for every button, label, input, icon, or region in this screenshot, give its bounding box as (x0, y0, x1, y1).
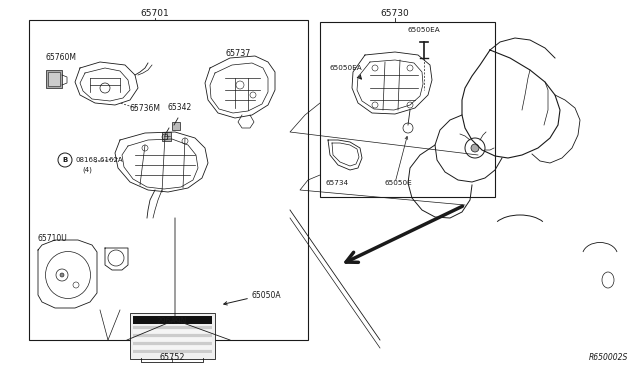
Circle shape (471, 144, 479, 152)
Text: 65050A: 65050A (252, 291, 282, 299)
Circle shape (60, 273, 64, 277)
Bar (48, 72, 60, 86)
Bar (133, 338, 212, 341)
Text: 08168-6162A: 08168-6162A (75, 157, 123, 163)
Text: 65752: 65752 (159, 353, 185, 362)
Bar (130, 313, 215, 359)
Text: 65730: 65730 (381, 9, 410, 17)
Bar (133, 330, 212, 333)
Bar (320, 22, 495, 197)
Bar (172, 122, 180, 130)
Text: (4): (4) (82, 167, 92, 173)
Bar (133, 342, 212, 345)
Text: 65342: 65342 (167, 103, 191, 112)
Text: 296A9N: 296A9N (157, 317, 187, 327)
Bar (133, 346, 212, 349)
Bar (133, 316, 212, 324)
Bar (133, 350, 212, 353)
Bar (46, 70, 62, 88)
Text: 65050EA: 65050EA (330, 65, 363, 71)
Bar (133, 334, 212, 337)
Bar (29, 20, 308, 340)
Text: 65734: 65734 (326, 180, 349, 186)
Text: R650002S: R650002S (589, 353, 628, 362)
Text: 65710U: 65710U (37, 234, 67, 243)
Bar (133, 326, 212, 329)
Text: 65050E: 65050E (385, 180, 413, 186)
Text: 65050EA: 65050EA (408, 27, 441, 33)
Text: B: B (62, 157, 68, 163)
Text: 65760M: 65760M (45, 52, 76, 61)
Text: 65701: 65701 (141, 9, 170, 17)
Bar (162, 132, 171, 141)
Text: 65737: 65737 (225, 48, 250, 58)
Text: 65736M: 65736M (130, 103, 161, 112)
